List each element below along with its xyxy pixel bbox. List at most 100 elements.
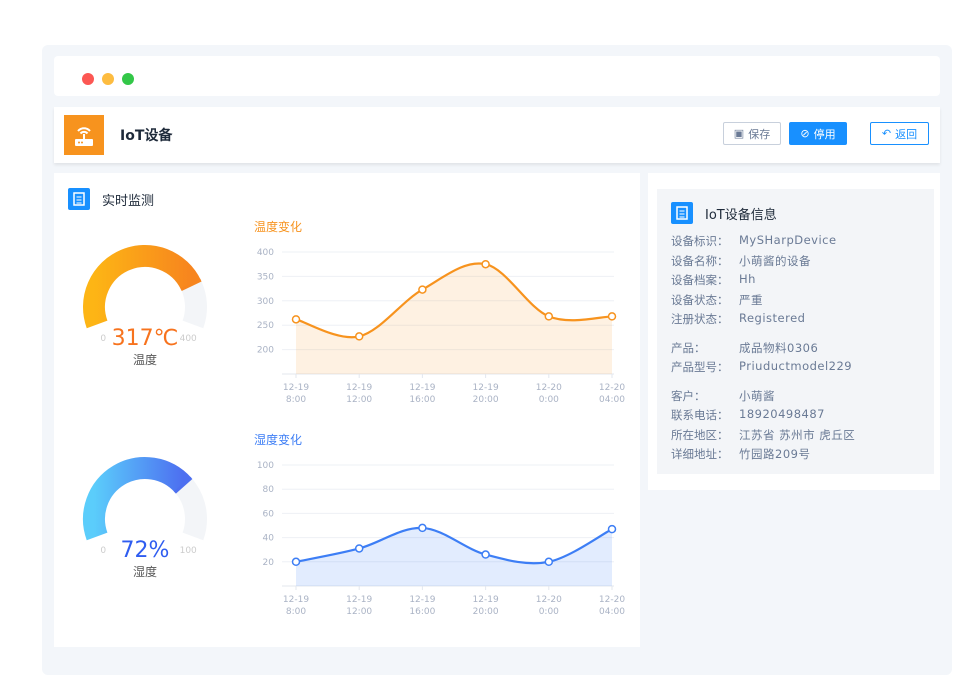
- gauge-label: 温度: [133, 352, 157, 367]
- info-row: 设备档案： Hh: [671, 272, 756, 288]
- x-tick-label: 12-19: [283, 383, 309, 393]
- gauge-pointer: [173, 476, 193, 494]
- x-tick-label: 16:00: [409, 607, 435, 617]
- x-tick-label: 12-19: [409, 595, 435, 605]
- info-value: 严重: [739, 292, 763, 307]
- info-value: 小萌酱的设备: [739, 253, 811, 268]
- x-tick-label: 12-19: [346, 595, 372, 605]
- info-row: 产品型号： Priuductmodel229: [671, 359, 852, 375]
- info-key: 所在地区：: [671, 427, 729, 442]
- x-tick-label: 16:00: [409, 395, 435, 405]
- y-tick-label: 300: [257, 297, 274, 307]
- gauge-min: 0: [100, 334, 106, 344]
- ban-icon: ⊘: [800, 127, 810, 140]
- x-tick-label: 0:00: [539, 607, 559, 617]
- gauge-value: 317℃: [112, 326, 179, 351]
- info-key: 设备档案：: [671, 273, 729, 287]
- data-point[interactable]: [418, 285, 427, 294]
- data-point[interactable]: [481, 550, 490, 559]
- x-tick-label: 12-19: [473, 383, 499, 393]
- info-row: 设备状态： 严重: [671, 292, 763, 308]
- data-point[interactable]: [544, 312, 554, 321]
- gauge-value: 72%: [121, 538, 170, 563]
- gauge-min: 0: [100, 546, 106, 556]
- info-row: 设备名称： 小萌酱的设备: [671, 253, 811, 269]
- back-button[interactable]: ↶ 返回: [870, 122, 929, 145]
- info-row: 客户： 小萌酱: [671, 388, 775, 404]
- gauge-label: 湿度: [133, 564, 157, 579]
- data-point[interactable]: [354, 544, 364, 553]
- window-titlebar: [54, 56, 940, 96]
- undo-icon: ↶: [881, 127, 892, 140]
- x-tick-label: 04:00: [599, 607, 625, 617]
- data-point[interactable]: [354, 332, 364, 341]
- info-key: 设备标识：: [671, 234, 729, 248]
- info-value: 江苏省 苏州市 虎丘区: [739, 427, 856, 442]
- x-tick-label: 8:00: [286, 395, 306, 405]
- y-tick-label: 350: [257, 272, 274, 282]
- x-tick-label: 12:00: [346, 607, 372, 617]
- gauge-max: 400: [180, 334, 197, 344]
- x-tick-label: 04:00: [599, 395, 625, 405]
- save-button[interactable]: ▣ 保存: [723, 122, 781, 145]
- data-point[interactable]: [291, 315, 301, 324]
- data-point[interactable]: [607, 312, 617, 321]
- info-value: MySHarpDevice: [739, 233, 837, 247]
- x-tick-label: 12-20: [536, 595, 562, 605]
- device-info-panel: IoT设备信息 设备标识： MySHarpDevice 设备名称： 小萌酱的设备 设备档…: [648, 173, 940, 490]
- x-tick-label: 12-20: [599, 383, 625, 393]
- info-key: 详细地址：: [671, 447, 729, 461]
- y-tick-label: 80: [263, 485, 275, 495]
- x-tick-label: 0:00: [539, 395, 559, 405]
- info-value: 小萌酱: [739, 388, 775, 403]
- info-key: 客户：: [671, 388, 706, 403]
- page-title: IoT设备: [120, 128, 173, 144]
- data-point[interactable]: [481, 259, 490, 269]
- y-tick-label: 20: [263, 558, 275, 568]
- area-fill: [296, 527, 612, 586]
- chart-title: 温度变化: [254, 219, 302, 234]
- info-title: IoT设备信息: [705, 207, 777, 223]
- save-icon: ▣: [733, 127, 745, 140]
- gauge-fill: [83, 245, 201, 329]
- x-tick-label: 20:00: [473, 395, 499, 405]
- clipboard-icon: [671, 202, 693, 224]
- info-key: 设备名称：: [671, 253, 729, 268]
- chart-title: 湿度变化: [254, 432, 302, 447]
- data-point[interactable]: [291, 557, 301, 567]
- disable-button[interactable]: ⊘ 停用: [789, 122, 847, 145]
- info-key: 设备状态：: [671, 292, 729, 307]
- x-tick-label: 12-19: [473, 595, 499, 605]
- data-point[interactable]: [607, 524, 617, 534]
- x-tick-label: 8:00: [286, 607, 306, 617]
- y-tick-label: 100: [257, 461, 274, 471]
- data-point[interactable]: [544, 557, 554, 567]
- data-point[interactable]: [418, 523, 427, 533]
- x-tick-label: 12-19: [283, 595, 309, 605]
- area-fill: [296, 263, 612, 374]
- info-row: 详细地址： 竹园路209号: [671, 446, 810, 462]
- section-title: 实时监测: [102, 193, 155, 209]
- info-key: 注册状态：: [671, 312, 729, 326]
- info-value: Hh: [739, 272, 756, 286]
- x-tick-label: 20:00: [473, 607, 499, 617]
- router-icon: [64, 115, 104, 155]
- maximize-dot[interactable]: [122, 73, 134, 85]
- x-tick-label: 12-19: [409, 383, 435, 393]
- clipboard-icon: [68, 188, 90, 210]
- y-tick-label: 250: [257, 321, 274, 331]
- x-tick-label: 12-20: [599, 595, 625, 605]
- close-dot[interactable]: [82, 73, 94, 85]
- info-row: 产品： 成品物料0306: [671, 340, 818, 356]
- x-tick-label: 12-20: [536, 383, 562, 393]
- x-tick-label: 12-19: [346, 383, 372, 393]
- info-key: 产品：: [671, 340, 706, 355]
- gauge-max: 100: [180, 546, 197, 556]
- minimize-dot[interactable]: [102, 73, 114, 85]
- info-value: Registered: [739, 311, 806, 325]
- y-tick-label: 60: [263, 509, 275, 519]
- y-tick-label: 400: [257, 248, 274, 258]
- info-value: 成品物料0306: [739, 340, 819, 355]
- info-value: Priuductmodel229: [739, 359, 853, 373]
- info-key: 产品型号：: [671, 360, 729, 374]
